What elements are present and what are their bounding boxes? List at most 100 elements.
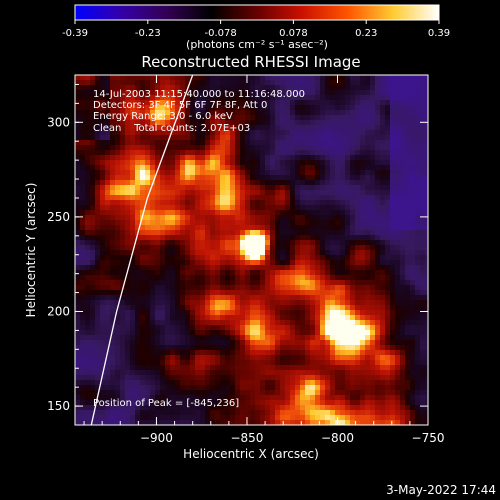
heatmap-cell <box>420 100 426 106</box>
heatmap-cell <box>380 410 386 416</box>
heatmap-cell <box>370 370 376 376</box>
heatmap-cell <box>340 265 346 271</box>
heatmap-cell <box>360 305 366 311</box>
heatmap-cell <box>340 410 346 416</box>
heatmap-cell <box>410 280 416 286</box>
heatmap-cell <box>100 390 106 396</box>
heatmap-cell <box>265 175 271 181</box>
heatmap-cell <box>180 135 186 141</box>
heatmap-cell <box>160 215 166 221</box>
heatmap-cell <box>175 170 181 176</box>
heatmap-cell <box>110 340 116 346</box>
heatmap-cell <box>270 395 276 401</box>
heatmap-cell <box>310 210 316 216</box>
heatmap-cell <box>245 370 251 376</box>
heatmap-cell <box>415 370 421 376</box>
heatmap-cell <box>125 100 131 106</box>
heatmap-cell <box>375 75 381 81</box>
heatmap-cell <box>370 235 376 241</box>
heatmap-cell <box>265 300 271 306</box>
heatmap-cell <box>85 160 91 166</box>
heatmap-cell <box>195 105 201 111</box>
heatmap-cell <box>160 260 166 266</box>
heatmap-cell <box>355 240 361 246</box>
heatmap-cell <box>360 225 366 231</box>
heatmap-cell <box>175 145 181 151</box>
heatmap-cell <box>250 335 256 341</box>
heatmap-cell <box>315 285 321 291</box>
heatmap-cell <box>310 285 316 291</box>
heatmap-cell <box>345 240 351 246</box>
heatmap-cell <box>290 415 296 421</box>
heatmap-cell <box>335 210 341 216</box>
heatmap-cell <box>350 280 356 286</box>
heatmap-cell <box>180 85 186 91</box>
heatmap-cell <box>90 135 96 141</box>
heatmap-cell <box>275 365 281 371</box>
heatmap-cell <box>310 395 316 401</box>
heatmap-cell <box>110 95 116 101</box>
heatmap-cell <box>285 320 291 326</box>
heatmap-cell <box>405 200 411 206</box>
heatmap-cell <box>95 370 101 376</box>
heatmap-cell <box>95 195 101 201</box>
colorbar-tick-label: 0.078 <box>279 28 308 39</box>
heatmap-cell <box>335 320 341 326</box>
heatmap-cell <box>330 340 336 346</box>
heatmap-cell <box>425 305 428 311</box>
heatmap-cell <box>385 285 391 291</box>
heatmap-cell <box>275 255 281 261</box>
heatmap-cell <box>350 200 356 206</box>
heatmap-cell <box>400 135 406 141</box>
heatmap-cell <box>345 225 351 231</box>
heatmap-cell <box>380 340 386 346</box>
heatmap-cell <box>165 170 171 176</box>
heatmap-cell <box>155 370 161 376</box>
heatmap-cell <box>290 120 296 126</box>
heatmap-cell <box>255 115 261 121</box>
heatmap-cell <box>130 105 136 111</box>
heatmap-cell <box>255 230 261 236</box>
heatmap-cell <box>200 340 206 346</box>
heatmap-cell <box>245 330 251 336</box>
heatmap-cell <box>315 335 321 341</box>
heatmap-cell <box>95 110 101 116</box>
heatmap-cell <box>165 145 171 151</box>
heatmap-cell <box>350 225 356 231</box>
heatmap-cell <box>270 350 276 356</box>
heatmap-cell <box>290 400 296 406</box>
heatmap-cell <box>410 215 416 221</box>
heatmap-cell <box>410 100 416 106</box>
heatmap-cell <box>260 305 266 311</box>
heatmap-cell <box>285 95 291 101</box>
heatmap-cell <box>140 405 146 411</box>
heatmap-cell <box>290 410 296 416</box>
heatmap-cell <box>355 375 361 381</box>
heatmap-cell <box>210 290 216 296</box>
heatmap-cell <box>195 335 201 341</box>
heatmap-cell <box>230 310 236 316</box>
heatmap-cell <box>275 100 281 106</box>
heatmap-cell <box>290 90 296 96</box>
heatmap-cell <box>365 400 371 406</box>
heatmap-cell <box>250 300 256 306</box>
heatmap-cell <box>270 145 276 151</box>
heatmap-cell <box>95 95 101 101</box>
heatmap-cell <box>130 235 136 241</box>
heatmap-cell <box>345 245 351 251</box>
heatmap-cell <box>400 90 406 96</box>
heatmap-cell <box>190 90 196 96</box>
heatmap-cell <box>290 285 296 291</box>
heatmap-cell <box>90 305 96 311</box>
heatmap-cell <box>320 300 326 306</box>
heatmap-cell <box>295 315 301 321</box>
heatmap-cell <box>420 145 426 151</box>
heatmap-cell <box>255 135 261 141</box>
heatmap-cell <box>265 345 271 351</box>
heatmap-cell <box>400 420 406 425</box>
heatmap-cell <box>235 345 241 351</box>
heatmap-cell <box>245 115 251 121</box>
heatmap-cell <box>235 295 241 301</box>
heatmap-cell <box>380 360 386 366</box>
heatmap-cell <box>210 210 216 216</box>
